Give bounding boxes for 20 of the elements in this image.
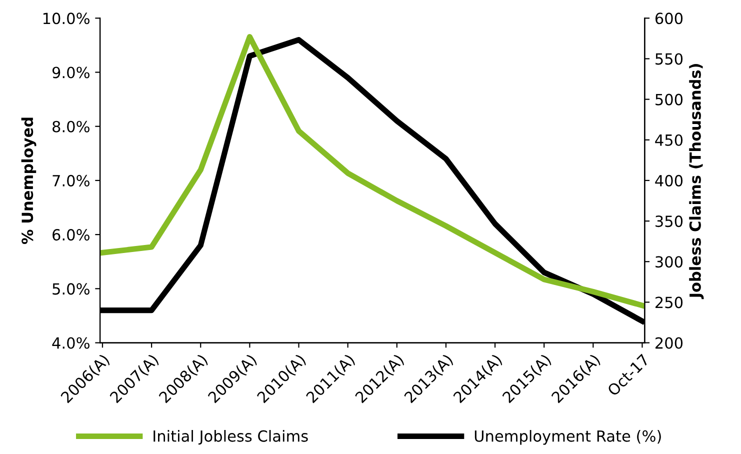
y-tick-label: 4.0% — [52, 337, 90, 349]
legend-label: Unemployment Rate (%) — [474, 430, 661, 445]
y2-tick-label: 500 — [656, 94, 683, 106]
legend-label: Initial Jobless Claims — [154, 430, 308, 445]
y2-tick-label: 300 — [656, 256, 683, 268]
y-tick-label: 9.0% — [52, 66, 90, 78]
y2-tick-label: 350 — [656, 216, 683, 228]
y-tick-label: 5.0% — [52, 283, 90, 295]
y2-tick-label: 600 — [655, 12, 683, 24]
y2-tick-label: 550 — [656, 53, 683, 65]
y-tick-label: 10.0% — [43, 12, 90, 24]
y2-axis-title: Jobless Claims (Thousands) — [689, 64, 704, 300]
y-axis-title: % Unemployed — [21, 118, 36, 244]
y-tick-label: 8.0% — [52, 120, 90, 132]
y2-tick-label: 450 — [655, 134, 683, 146]
y2-tick-label: 250 — [656, 296, 683, 308]
y2-tick-label: 400 — [655, 174, 683, 186]
y-tick-label: 6.0% — [52, 229, 90, 241]
y2-tick-label: 200 — [656, 337, 683, 349]
y-tick-label: 7.0% — [52, 174, 90, 186]
